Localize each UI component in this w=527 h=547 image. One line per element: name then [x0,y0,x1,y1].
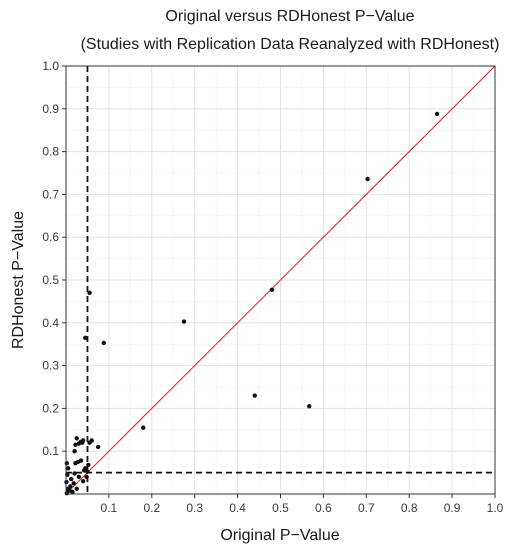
y-tick-label: 0.1 [42,444,59,458]
data-point [83,335,88,340]
data-point [71,481,76,486]
x-axis-title: Original P−Value [220,527,339,544]
data-point [64,460,70,466]
data-point [80,438,86,443]
y-tick-label: 0.6 [42,230,59,244]
y-tick-label: 0.7 [42,187,59,201]
data-point [76,474,82,480]
x-tick-label: 0.2 [143,501,160,515]
data-point [73,442,78,447]
data-point [68,484,73,489]
x-axis-ticks: 0.1 0.2 0.3 0.4 0.5 0.6 0.7 0.8 0.9 1.0 [101,494,504,515]
y-tick-label: 0.9 [42,102,59,116]
chart-subtitle: (Studies with Replication Data Reanalyze… [81,36,500,53]
data-point [86,462,91,468]
x-tick-label: 0.5 [272,501,289,515]
data-point [89,438,94,443]
data-point [85,469,90,474]
y-tick-label: 0.4 [42,316,59,330]
data-point [74,486,79,492]
data-point [307,404,312,409]
y-tick-label: 0.3 [42,359,59,373]
data-point [141,425,146,430]
data-point [68,476,74,482]
data-point [72,449,77,454]
data-point [84,474,89,480]
data-point [87,290,92,296]
x-tick-label: 0.9 [444,501,461,515]
data-point [181,319,187,324]
data-point [83,466,88,471]
data-point [78,458,84,463]
data-point [252,393,257,398]
data-point [72,471,77,476]
data-point [434,111,440,117]
x-tick-label: 0.8 [401,501,418,515]
data-points [64,111,440,496]
x-tick-label: 1.0 [487,501,504,515]
y-tick-label: 0.2 [42,401,59,415]
data-point [65,466,71,471]
x-tick-label: 0.4 [229,501,246,515]
x-tick-label: 0.1 [101,501,118,515]
y-tick-label: 1.0 [42,59,59,73]
y-tick-label: 0.5 [42,273,59,287]
chart-title: Original versus RDHonest P−Value [165,8,414,25]
x-tick-label: 0.7 [358,501,375,515]
x-tick-label: 0.3 [186,501,203,515]
data-point [95,444,101,450]
y-axis-ticks: 0.1 0.2 0.3 0.4 0.5 0.6 0.7 0.8 0.9 1.0 [42,59,66,458]
data-point [74,436,79,441]
diagonal-reference-line [65,65,496,495]
y-tick-label: 0.8 [42,145,59,159]
data-point [80,478,86,484]
reference-lines [65,65,496,495]
data-point [70,489,75,495]
data-point [101,340,106,346]
data-point [365,176,370,182]
data-point [269,287,275,293]
y-axis-title: RDHonest P−Value [10,211,27,349]
x-tick-label: 0.6 [315,501,332,515]
